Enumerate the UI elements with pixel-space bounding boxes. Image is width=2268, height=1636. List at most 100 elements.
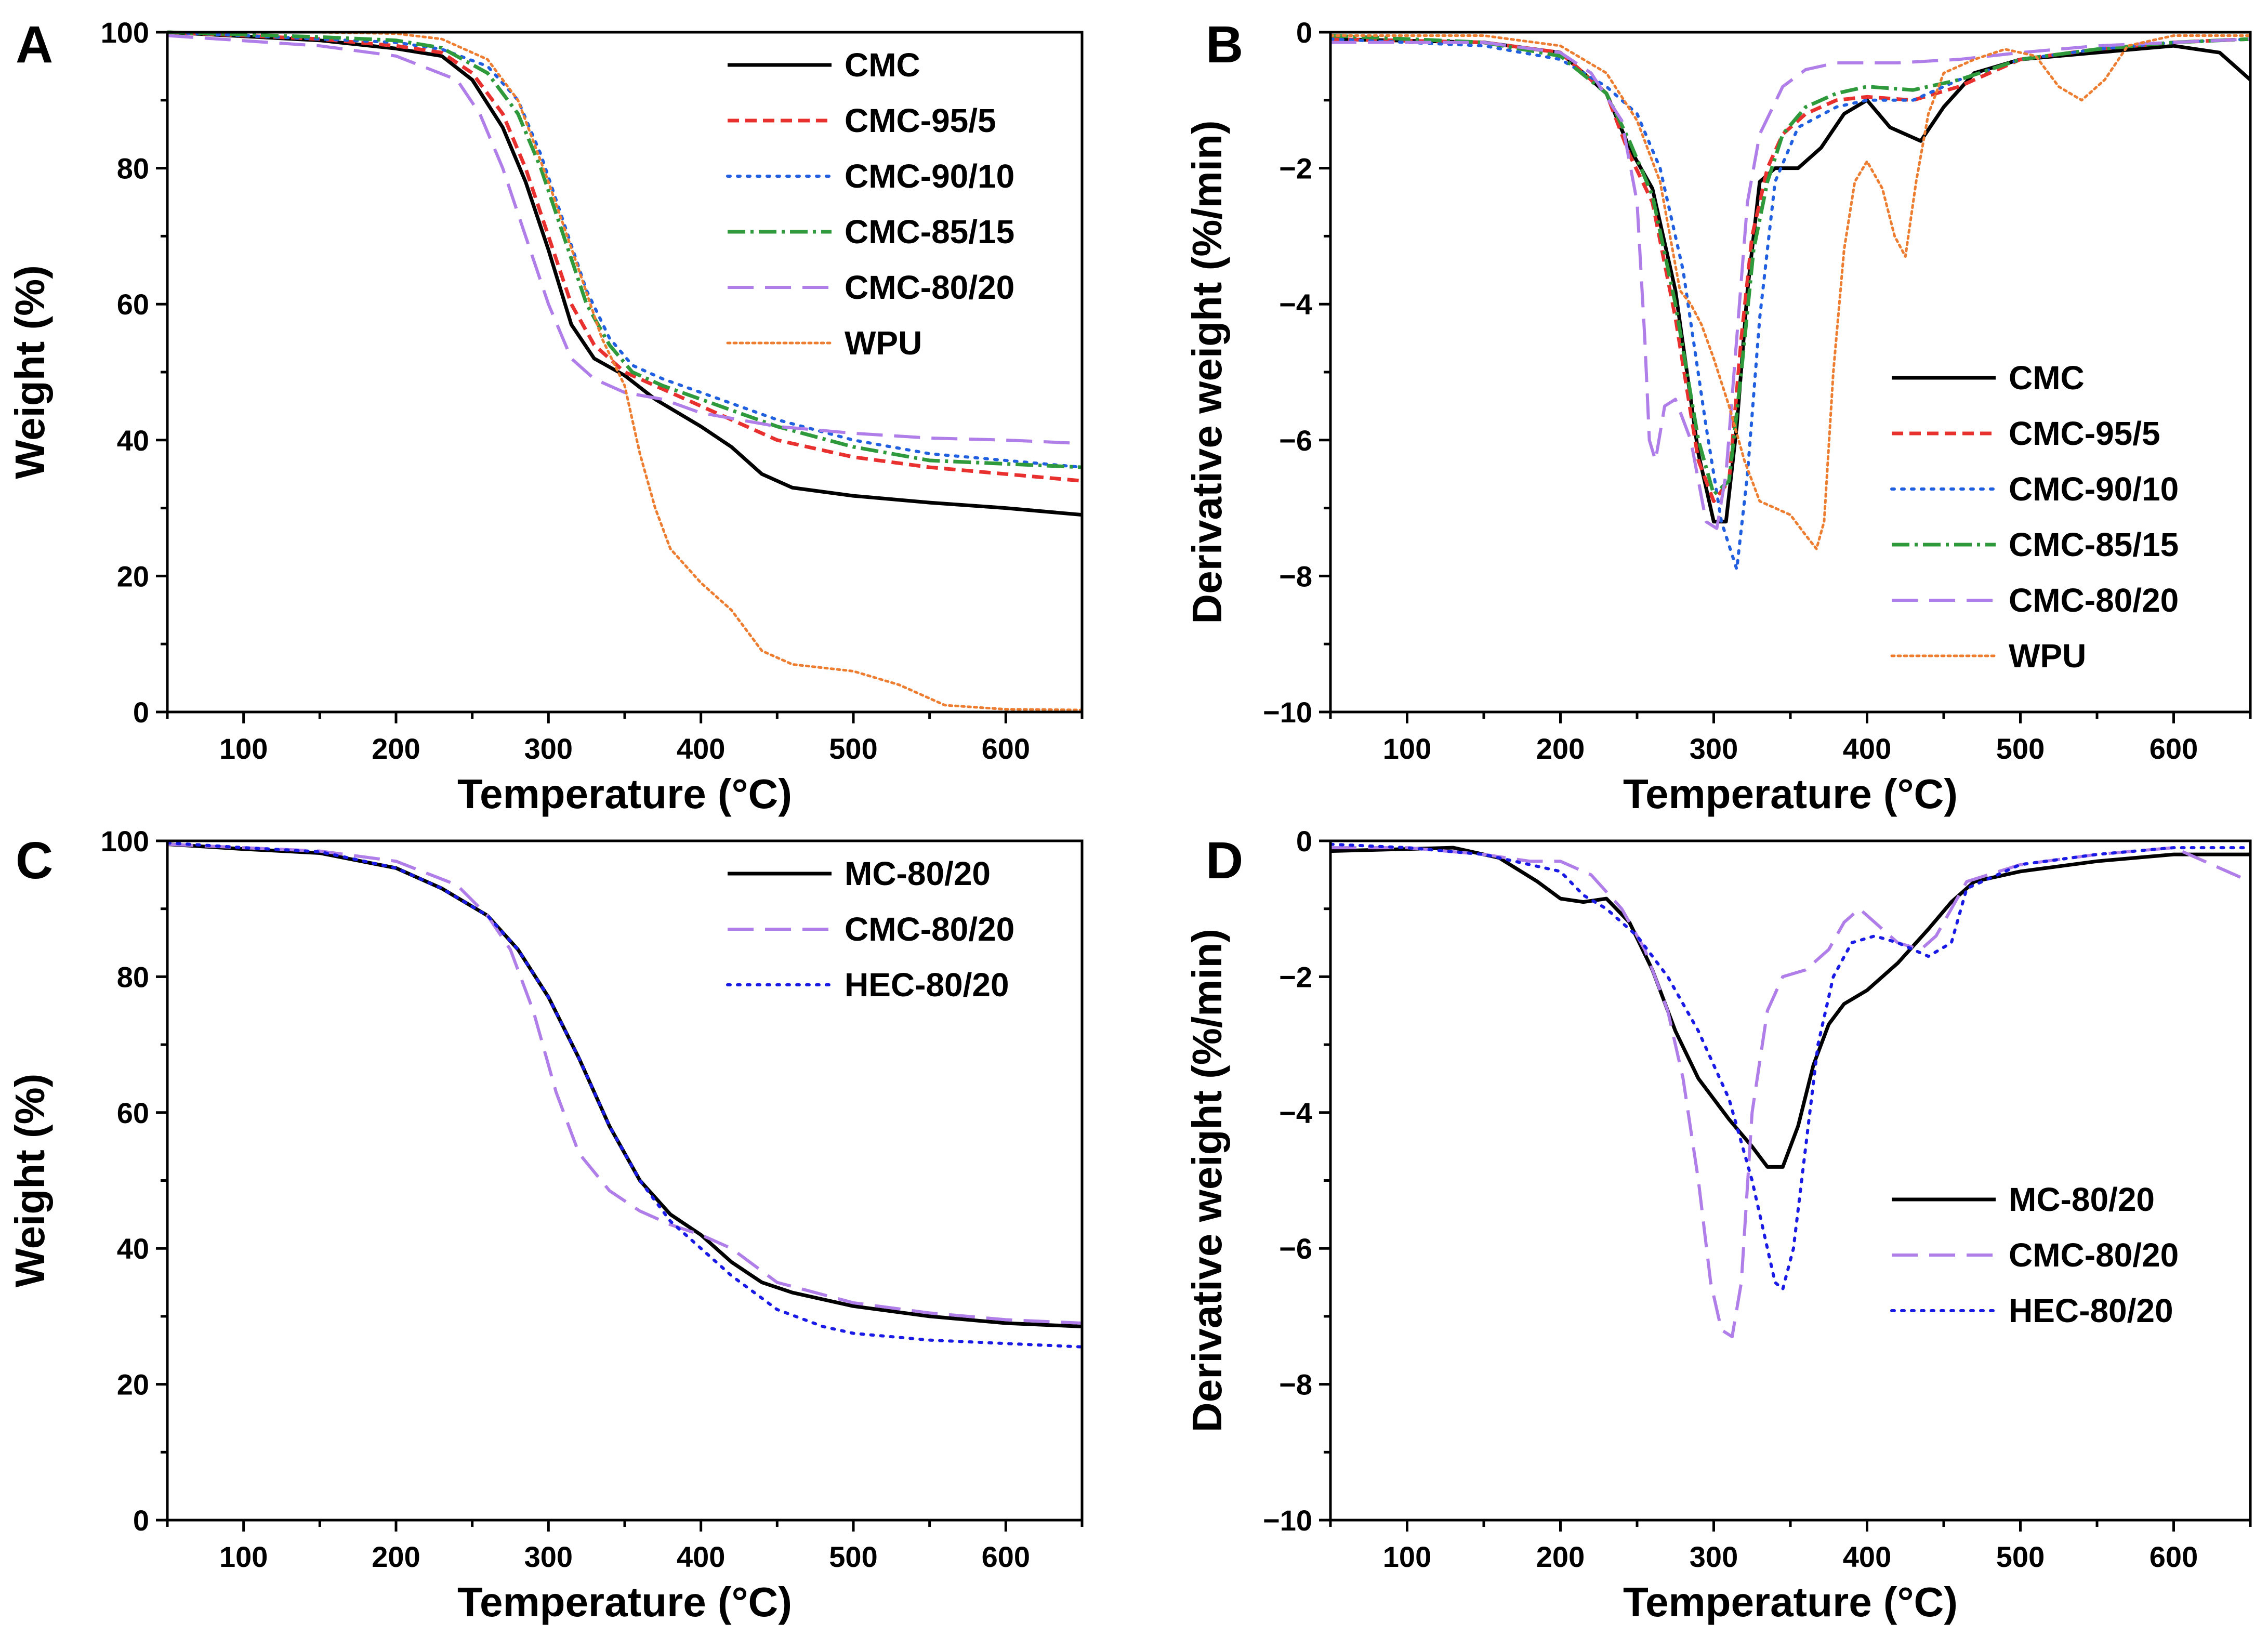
y-tick-label-c: 80 [117,960,149,993]
panel-b: B 100 200 300 400 500 600 −10 −8 −6 −4 −2 0 Temperatu… [1184,16,2252,817]
x-tick-label-d: 500 [1996,1540,2045,1573]
y-tick-label-a: 40 [117,424,149,457]
y-tick-label-d: −4 [1279,1097,1312,1129]
x-axis-title-a: Temperature (°C) [457,771,792,817]
y-tick-label-b: −10 [1263,696,1312,729]
legend-label-a-cmc-85-15: CMC-85/15 [845,213,1014,250]
series-line-a-cmc-95-5 [167,30,1082,483]
x-tick-label-d: 200 [1536,1540,1585,1573]
series-group-c [167,841,1082,1349]
y-tick-label-d: −2 [1279,960,1312,993]
x-tick-label-a: 300 [524,732,573,765]
x-tick-label-b: 300 [1690,732,1738,765]
legend-label-a-cmc: CMC [845,46,920,84]
y-tick-label-a: 60 [117,288,149,321]
series-line-c-hec-80-20 [167,841,1082,1349]
legend-b: CMC CMC-95/5 CMC-90/10 CMC-85/15 CMC-80/20 WP… [1890,359,2179,675]
x-tick-label-c: 100 [219,1540,268,1573]
y-tick-label-d: −10 [1263,1504,1312,1537]
y-tick-label-a: 0 [133,696,149,729]
x-axis-title-b: Temperature (°C) [1623,771,1958,817]
panel-c: C 100 200 300 400 500 600 0 20 40 60 80 100 Temperatu… [7,825,1084,1625]
panel-a: A 100 200 300 400 500 600 0 20 40 60 80 100 Temperatu… [7,16,1084,817]
y-axis-title-a: Weight (%) [7,265,53,479]
panel-label-d: D [1206,832,1243,890]
series-line-a-cmc-80-20 [167,34,1082,445]
panel-label-c: C [16,832,53,890]
series-line-b-cmc-95-5 [1330,37,2250,503]
series-line-d-mc-80-20 [1330,846,2250,1169]
legend-label-a-cmc-95-5: CMC-95/5 [845,102,996,139]
x-tick-label-d: 100 [1383,1540,1431,1573]
x-tick-label-c: 200 [372,1540,420,1573]
legend-label-b-cmc-85-15: CMC-85/15 [2009,526,2179,563]
y-tick-label-a: 80 [117,152,149,185]
series-line-b-cmc-85-15 [1330,34,2250,496]
legend-label-b-cmc-95-5: CMC-95/5 [2009,415,2160,452]
legend-label-a-cmc-90-10: CMC-90/10 [845,157,1014,195]
legend-label-b-cmc-80-20: CMC-80/20 [2009,582,2179,619]
legend-label-c-mc-80-20: MC-80/20 [845,855,991,892]
y-tick-label-a: 20 [117,560,149,592]
x-tick-label-c: 600 [982,1540,1030,1573]
y-tick-label-c: 0 [133,1504,149,1537]
y-tick-label-d: −6 [1279,1232,1312,1265]
legend-label-a-wpu: WPU [845,324,922,362]
y-tick-label-b: 0 [1296,16,1312,49]
y-tick-label-c: 60 [117,1097,149,1129]
y-tick-label-c: 100 [101,825,149,857]
x-tick-label-c: 500 [829,1540,877,1573]
y-tick-label-b: −2 [1279,152,1312,185]
x-tick-label-b: 400 [1843,732,1891,765]
panel-label-a: A [16,16,53,74]
x-tick-label-c: 400 [677,1540,725,1573]
series-line-b-cmc-80-20 [1330,37,2250,530]
legend-label-d-hec-80-20: HEC-80/20 [2009,1292,2173,1329]
series-line-a-cmc [167,30,1082,517]
series-line-a-cmc-90-10 [167,31,1082,469]
y-tick-label-d: −8 [1279,1368,1312,1401]
series-line-d-hec-80-20 [1330,842,2250,1291]
legend-label-b-wpu: WPU [2009,637,2086,675]
y-tick-label-b: −8 [1279,560,1312,592]
x-tick-label-a: 200 [372,732,420,765]
series-group-d [1330,842,2250,1339]
panel-label-b: B [1206,16,1243,74]
y-tick-label-c: 20 [117,1368,149,1401]
legend-label-b-cmc: CMC [2009,359,2085,397]
legend-label-d-mc-80-20: MC-80/20 [2009,1181,2155,1218]
legend-label-b-cmc-90-10: CMC-90/10 [2009,470,2179,508]
y-tick-label-b: −4 [1279,288,1312,321]
series-line-a-wpu [167,31,1082,711]
series-line-b-wpu [1330,34,2250,550]
x-tick-label-d: 300 [1690,1540,1738,1573]
x-tick-label-b: 500 [1996,732,2045,765]
x-tick-label-a: 500 [829,732,877,765]
series-group-a [167,30,1082,711]
y-tick-label-a: 100 [101,16,149,49]
y-axis-title-c: Weight (%) [7,1074,53,1288]
x-tick-label-b: 600 [2150,732,2198,765]
y-axis-title-b: Derivative weight (%/min) [1184,120,1230,624]
y-tick-label-c: 40 [117,1232,149,1265]
y-tick-label-d: 0 [1296,825,1312,857]
panel-d: D 100 200 300 400 500 600 −10 −8 −6 −4 −2 0 Temperatu… [1184,825,2252,1625]
legend-a: CMC CMC-95/5 CMC-90/10 CMC-85/15 CMC-80/20 WP… [726,46,1014,362]
legend-c: MC-80/20 CMC-80/20 HEC-80/20 [726,855,1014,1004]
y-tick-label-b: −6 [1279,424,1312,457]
x-tick-label-a: 100 [219,732,268,765]
y-axis-title-d: Derivative weight (%/min) [1184,929,1230,1432]
series-line-b-cmc-90-10 [1330,37,2250,571]
legend-d: MC-80/20 CMC-80/20 HEC-80/20 [1890,1181,2179,1329]
x-tick-label-a: 600 [982,732,1030,765]
series-group-b [1330,34,2250,571]
x-tick-label-b: 100 [1383,732,1431,765]
x-axis-title-d: Temperature (°C) [1623,1579,1958,1625]
legend-label-d-cmc-80-20: CMC-80/20 [2009,1236,2179,1274]
x-tick-label-b: 200 [1536,732,1585,765]
series-line-d-cmc-80-20 [1330,846,2250,1339]
x-tick-label-c: 300 [524,1540,573,1573]
legend-label-c-cmc-80-20: CMC-80/20 [845,911,1014,948]
x-axis-title-c: Temperature (°C) [457,1579,792,1625]
